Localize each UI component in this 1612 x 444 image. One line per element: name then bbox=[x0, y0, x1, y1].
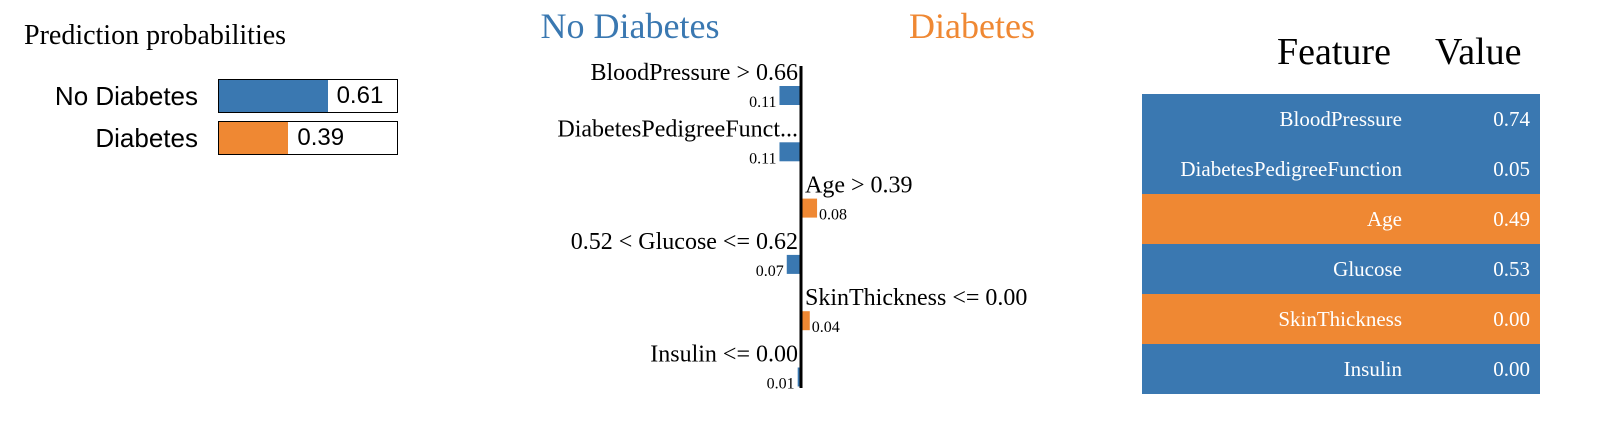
table-header-feature: Feature bbox=[1277, 31, 1391, 73]
feature-label: BloodPressure > 0.66 bbox=[590, 60, 798, 86]
probability-value: 0.39 bbox=[297, 124, 345, 151]
class-negative-header: No Diabetes bbox=[541, 6, 720, 46]
feature-bar bbox=[802, 311, 810, 331]
table-cell-feature: DiabetesPedigreeFunction bbox=[1180, 157, 1402, 181]
feature-label: 0.52 < Glucose <= 0.62 bbox=[571, 229, 798, 255]
chart-marks: BloodPressure > 0.66 0.11 DiabetesPedigree… bbox=[557, 60, 1027, 393]
feature-weight-chart: No Diabetes Diabetes BloodPressure > 0.6… bbox=[541, 6, 1035, 393]
probability-bar-frame: 0.61 bbox=[218, 79, 398, 113]
feature-bar bbox=[802, 198, 818, 218]
feature-value-table: BloodPressure 0.74 DiabetesPedigreeFunctio… bbox=[1142, 94, 1540, 394]
class-positive-header: Diabetes bbox=[909, 6, 1035, 46]
table-row: SkinThickness 0.00 bbox=[1142, 294, 1540, 344]
table-row: DiabetesPedigreeFunction 0.05 bbox=[1142, 144, 1540, 194]
feature-bar bbox=[779, 86, 800, 105]
table-header-value: Value bbox=[1435, 31, 1522, 73]
probability-row-diabetes: Diabetes 0.39 bbox=[0, 121, 400, 155]
table-row: BloodPressure 0.74 bbox=[1142, 94, 1540, 144]
feature-weight-label: 0.11 bbox=[749, 150, 776, 167]
feature-bar bbox=[797, 367, 800, 387]
table-row: Age 0.49 bbox=[1142, 194, 1540, 244]
feature-label: SkinThickness <= 0.00 bbox=[805, 285, 1027, 311]
probability-value: 0.61 bbox=[336, 82, 384, 109]
table-cell-feature: Insulin bbox=[1343, 357, 1402, 381]
feature-weight-label: 0.01 bbox=[767, 376, 795, 393]
feature-weight-label: 0.11 bbox=[749, 94, 776, 111]
feature-weight-label: 0.04 bbox=[812, 319, 840, 336]
feature-weight-label: 0.08 bbox=[819, 207, 847, 224]
table-cell-value: 0.00 bbox=[1493, 357, 1530, 381]
table-cell-feature: Age bbox=[1367, 207, 1402, 231]
probability-bar-fill bbox=[219, 122, 289, 154]
table-cell-feature: SkinThickness bbox=[1278, 307, 1402, 331]
probability-bar-fill bbox=[219, 80, 328, 112]
prediction-probabilities-title: Prediction probabilities bbox=[24, 20, 287, 51]
table-cell-value: 0.05 bbox=[1493, 157, 1530, 181]
table-cell-feature: Glucose bbox=[1333, 257, 1402, 281]
table-row: Insulin 0.00 bbox=[1142, 344, 1540, 394]
feature-bar bbox=[779, 142, 800, 162]
probability-row-no-diabetes: No Diabetes 0.61 bbox=[0, 79, 400, 113]
table-cell-feature: BloodPressure bbox=[1279, 107, 1403, 131]
probability-bar-frame: 0.39 bbox=[218, 121, 398, 155]
probability-label: Diabetes bbox=[95, 123, 198, 153]
feature-label: Age > 0.39 bbox=[805, 173, 913, 199]
feature-label: Insulin <= 0.00 bbox=[650, 342, 798, 368]
probability-label: No Diabetes bbox=[54, 81, 198, 111]
feature-label: DiabetesPedigreeFunct... bbox=[557, 116, 798, 142]
table-cell-value: 0.00 bbox=[1493, 307, 1530, 331]
table-cell-value: 0.74 bbox=[1493, 107, 1530, 131]
feature-bar bbox=[786, 254, 800, 274]
feature-weight-label: 0.07 bbox=[756, 263, 784, 280]
table-row: Glucose 0.53 bbox=[1142, 244, 1540, 294]
table-cell-value: 0.53 bbox=[1493, 257, 1530, 281]
table-cell-value: 0.49 bbox=[1493, 207, 1530, 231]
